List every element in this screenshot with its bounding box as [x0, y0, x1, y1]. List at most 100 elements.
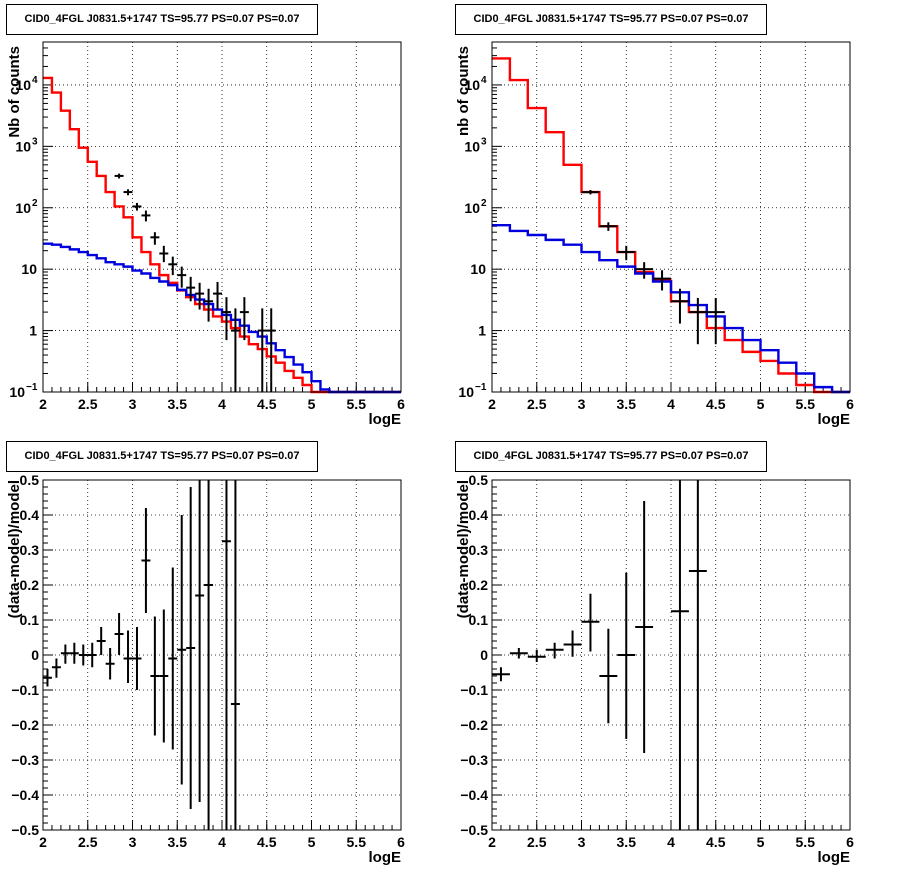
- x-tick-label: 2: [488, 396, 496, 412]
- data-point: [581, 189, 600, 195]
- x-tick-label: 4: [218, 396, 226, 412]
- x-tick-label: 5: [308, 834, 316, 850]
- data-point: [527, 649, 546, 662]
- data-point: [581, 593, 600, 652]
- data-point: [545, 642, 564, 659]
- data-point: [177, 266, 187, 288]
- data-point: [230, 308, 240, 392]
- y-axis-label: (data-model)/model: [6, 480, 23, 618]
- x-tick-label: 5: [308, 396, 316, 412]
- data-point: [671, 480, 689, 830]
- y-tick-label: 1: [478, 323, 486, 339]
- y-axis-label: (data-model)/model: [455, 480, 472, 618]
- y-tick-label: 10: [464, 138, 480, 154]
- y-tick-label: 1: [29, 323, 37, 339]
- x-tick-label: 2.5: [78, 834, 98, 850]
- data-point: [159, 609, 169, 743]
- x-tick-label: 4: [667, 396, 675, 412]
- data-point: [168, 567, 178, 750]
- data-point: [222, 297, 231, 341]
- plot-frame: [491, 41, 851, 393]
- y-tick-label: 10: [15, 138, 31, 154]
- data-point: [195, 282, 205, 310]
- data-point: [222, 480, 231, 830]
- x-axis-label: logE: [369, 411, 402, 428]
- x-tick-label: 5.5: [796, 396, 816, 412]
- y-tick-label: 10: [464, 77, 480, 93]
- x-tick-label: 2.5: [527, 834, 547, 850]
- data-point: [599, 222, 618, 231]
- data-point: [563, 630, 582, 657]
- x-axis-label: logE: [818, 411, 851, 428]
- plot-frame: [42, 41, 402, 393]
- data-point: [257, 308, 267, 392]
- x-axis-label: logE: [818, 849, 851, 866]
- plot-frame: [491, 479, 851, 831]
- x-tick-label: 3.5: [168, 834, 188, 850]
- y-tick-label: −0.1: [460, 682, 488, 698]
- x-tick-label: 4: [218, 834, 226, 850]
- y-axis-label: Nb of counts: [6, 46, 23, 138]
- y-tick-exponent: 3: [481, 136, 487, 147]
- background-model-line: [492, 223, 850, 394]
- y-tick-label: −0.5: [460, 822, 488, 838]
- data-point: [123, 189, 133, 196]
- data-point: [114, 173, 124, 179]
- data-point: [617, 572, 636, 739]
- y-tick-exponent: 4: [32, 75, 38, 86]
- data-point: [177, 515, 187, 785]
- y-tick-label: 0: [480, 647, 488, 663]
- y-tick-label: 10: [15, 200, 31, 216]
- chart-title: CID0_4FGL J0831.5+1747 TS=95.77 PS=0.07 …: [455, 4, 767, 35]
- y-tick-label: 10: [464, 200, 480, 216]
- y-axis-label: nb of counts: [455, 46, 472, 136]
- x-tick-label: 2: [39, 834, 47, 850]
- data-point: [195, 480, 205, 802]
- data-point: [204, 288, 214, 322]
- y-tick-label: 0.1: [469, 612, 489, 628]
- y-tick-exponent: 3: [32, 136, 38, 147]
- data-point: [87, 642, 97, 668]
- background-model-line: [43, 242, 401, 394]
- y-tick-label: 10: [9, 384, 25, 400]
- data-point: [204, 480, 214, 830]
- data-point: [159, 245, 169, 263]
- data-point: [599, 628, 618, 724]
- data-point: [168, 256, 178, 276]
- data-point: [141, 210, 151, 222]
- data-point: [141, 508, 151, 613]
- y-tick-label: 0.3: [20, 542, 40, 558]
- y-tick-label: −0.2: [11, 717, 39, 733]
- plot-frame: [42, 479, 402, 831]
- y-tick-label: −0.3: [460, 752, 488, 768]
- x-tick-label: 6: [846, 396, 854, 412]
- data-point: [60, 644, 70, 664]
- y-tick-label: 0: [31, 647, 39, 663]
- chart-title: CID0_4FGL J0831.5+1747 TS=95.77 PS=0.07 …: [6, 4, 318, 35]
- data-point: [69, 642, 79, 664]
- chart-title: CID0_4FGL J0831.5+1747 TS=95.77 PS=0.07 …: [6, 441, 318, 472]
- y-tick-label: −0.2: [460, 717, 488, 733]
- data-point: [105, 648, 115, 680]
- x-tick-label: 4.5: [706, 396, 726, 412]
- data-point: [186, 276, 196, 302]
- data-point: [239, 297, 249, 341]
- y-tick-exponent: −1: [475, 382, 487, 393]
- x-tick-label: 3: [129, 396, 137, 412]
- data-point: [635, 262, 654, 279]
- data-point: [509, 648, 528, 659]
- y-tick-label: −0.1: [11, 682, 39, 698]
- x-tick-label: 5: [757, 834, 765, 850]
- y-tick-label: 10: [21, 261, 37, 277]
- data-point: [617, 245, 636, 261]
- x-tick-label: 6: [846, 834, 854, 850]
- y-tick-exponent: 2: [481, 198, 487, 209]
- y-tick-label: 0.4: [469, 507, 489, 523]
- x-tick-label: 3: [578, 396, 586, 412]
- x-tick-label: 4.5: [257, 834, 277, 850]
- data-point: [150, 616, 160, 736]
- x-tick-label: 6: [397, 834, 405, 850]
